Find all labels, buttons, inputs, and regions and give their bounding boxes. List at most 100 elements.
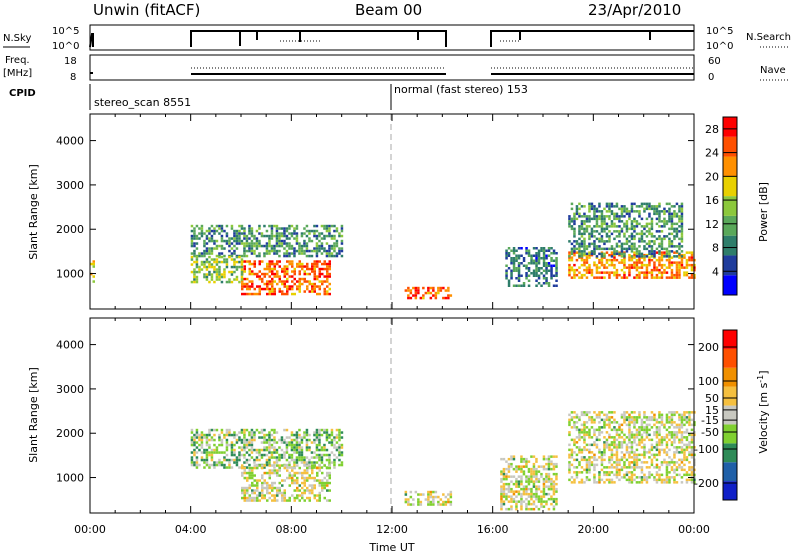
power-colorbar-label: Power [dB] <box>757 182 770 242</box>
y-tick-label: 2000 <box>56 427 84 440</box>
velocity-region-2 <box>404 490 453 506</box>
velocity-region-3 <box>500 455 558 511</box>
colorbar-swatch <box>723 405 737 425</box>
velocity-colorbar-label: Velocity [m s-1] <box>756 370 770 453</box>
nave-right-top: 60 <box>708 56 721 67</box>
colorbar-tick-label: -100 <box>694 443 719 456</box>
x-tick-label: 00:00 <box>678 523 710 536</box>
colorbar-tick-label: 20 <box>705 170 719 183</box>
power-region-0 <box>90 260 95 283</box>
colorbar-tick-label: 100 <box>698 375 719 388</box>
power-region-7 <box>568 202 684 258</box>
nsearch-right-bottom: 10^0 <box>706 41 733 52</box>
nsky-strip-frame <box>89 24 695 51</box>
colorbar-tick-label: -200 <box>694 477 719 490</box>
x-axis-label: Time UT <box>368 541 414 554</box>
x-tick-label: 12:00 <box>376 523 408 536</box>
freq-left-bottom: 8 <box>70 72 76 83</box>
x-tick-label: 08:00 <box>275 523 307 536</box>
colorbar-tick-label: 200 <box>698 341 719 354</box>
colorbar-tick-label: 24 <box>705 147 719 160</box>
cpid-stereo-scan: stereo_scan 8551 <box>94 96 191 109</box>
colorbar-swatch <box>723 176 737 197</box>
nave-right-bottom: 0 <box>708 72 714 83</box>
colorbar-swatch <box>723 367 737 387</box>
colorbar-swatch <box>723 443 737 463</box>
power-region-1 <box>190 224 344 258</box>
colorbar-swatch <box>723 196 737 216</box>
cpid-label: CPID <box>9 88 36 99</box>
date-title: 23/Apr/2010 <box>588 1 681 19</box>
power-ylabel: Slant Range [km] <box>27 164 40 260</box>
nsky-label: N.Sky <box>3 33 31 44</box>
velocity-label-end: ] <box>757 370 770 374</box>
colorbar-tick-label: 16 <box>705 194 719 207</box>
colorbar-tick-label: 50 <box>705 392 719 405</box>
y-tick-label: 4000 <box>56 339 84 352</box>
power-region-2 <box>241 260 331 296</box>
freq-left-top: 18 <box>64 56 77 67</box>
cpid-normal: normal (fast stereo) 153 <box>394 83 528 96</box>
colorbar-swatch <box>723 117 737 137</box>
station-title: Unwin (fitACF) <box>93 1 200 19</box>
velocity-label-main: Velocity [m s <box>757 382 770 453</box>
colorbar-frame <box>722 116 738 296</box>
nsky-left-bottom: 10^0 <box>52 41 79 52</box>
nsky-trace <box>89 30 694 48</box>
velocity-scatter <box>190 411 696 511</box>
velocity-panel: 1000 2000 3000 4000 Slant Range [km] <box>27 317 696 514</box>
x-tick-label: 04:00 <box>175 523 207 536</box>
colorbar-swatch <box>723 330 737 349</box>
colorbar-tick-label: 15 <box>705 404 719 417</box>
velocity-label-sup: -1 <box>756 375 765 383</box>
freq-label-line2: [MHz] <box>3 68 32 79</box>
x-axis-ticks: 00:00 04:00 08:00 12:00 16:00 20:00 00:00 <box>74 523 710 536</box>
freq-trace <box>90 72 694 75</box>
colorbar-swatch <box>723 156 737 177</box>
nsearch-label: N.Search <box>746 32 791 43</box>
colorbar-swatch <box>723 235 737 256</box>
velocity-ylabel: Slant Range [km] <box>27 367 40 463</box>
colorbar-swatch <box>723 275 737 295</box>
colorbar-tick-label: -50 <box>701 426 719 439</box>
y-tick-label: 1000 <box>56 268 84 281</box>
colorbar-tick-label: 12 <box>705 218 719 231</box>
power-scatter <box>90 202 696 300</box>
colorbar-tick-label: 4 <box>712 265 719 278</box>
y-tick-label: 2000 <box>56 223 84 236</box>
y-tick-label: 3000 <box>56 383 84 396</box>
colorbar-swatch <box>723 136 737 157</box>
freq-strip-frame <box>89 54 695 81</box>
x-tick-label: 16:00 <box>477 523 509 536</box>
colorbar-swatch <box>723 215 737 236</box>
velocity-y-ticks: 1000 2000 3000 4000 <box>56 318 695 513</box>
nsearch-right-top: 10^5 <box>706 26 733 37</box>
y-tick-label: 3000 <box>56 179 84 192</box>
colorbar-swatch <box>723 481 737 500</box>
nsky-left-top: 10^5 <box>52 26 79 37</box>
colorbar-swatch <box>723 255 737 276</box>
velocity-region-4 <box>568 411 696 484</box>
power-region-5 <box>505 247 558 287</box>
power-colorbar: 4 8 12 16 20 24 28 <box>705 116 738 296</box>
power-region-3 <box>190 255 244 284</box>
colorbar-tick-label: -15 <box>701 414 719 427</box>
colorbar-tick-label: 8 <box>712 242 719 255</box>
power-region-6 <box>568 251 696 279</box>
y-tick-label: 4000 <box>56 135 84 148</box>
y-tick-label: 1000 <box>56 472 84 485</box>
x-tick-label: 20:00 <box>577 523 609 536</box>
colorbar-swatch <box>723 424 737 444</box>
colorbar-swatch <box>723 386 737 406</box>
colorbar-frame <box>722 329 738 501</box>
nave-label: Nave <box>760 65 786 76</box>
freq-label-line1: Freq. <box>5 55 30 66</box>
velocity-region-0 <box>190 428 344 469</box>
power-panel: 1000 2000 3000 4000 Slant Range [km] <box>27 113 696 310</box>
x-tick-label: 00:00 <box>74 523 106 536</box>
beam-title: Beam 00 <box>355 1 422 19</box>
colorbar-swatch <box>723 348 737 368</box>
colorbar-tick-label: 28 <box>705 123 719 136</box>
